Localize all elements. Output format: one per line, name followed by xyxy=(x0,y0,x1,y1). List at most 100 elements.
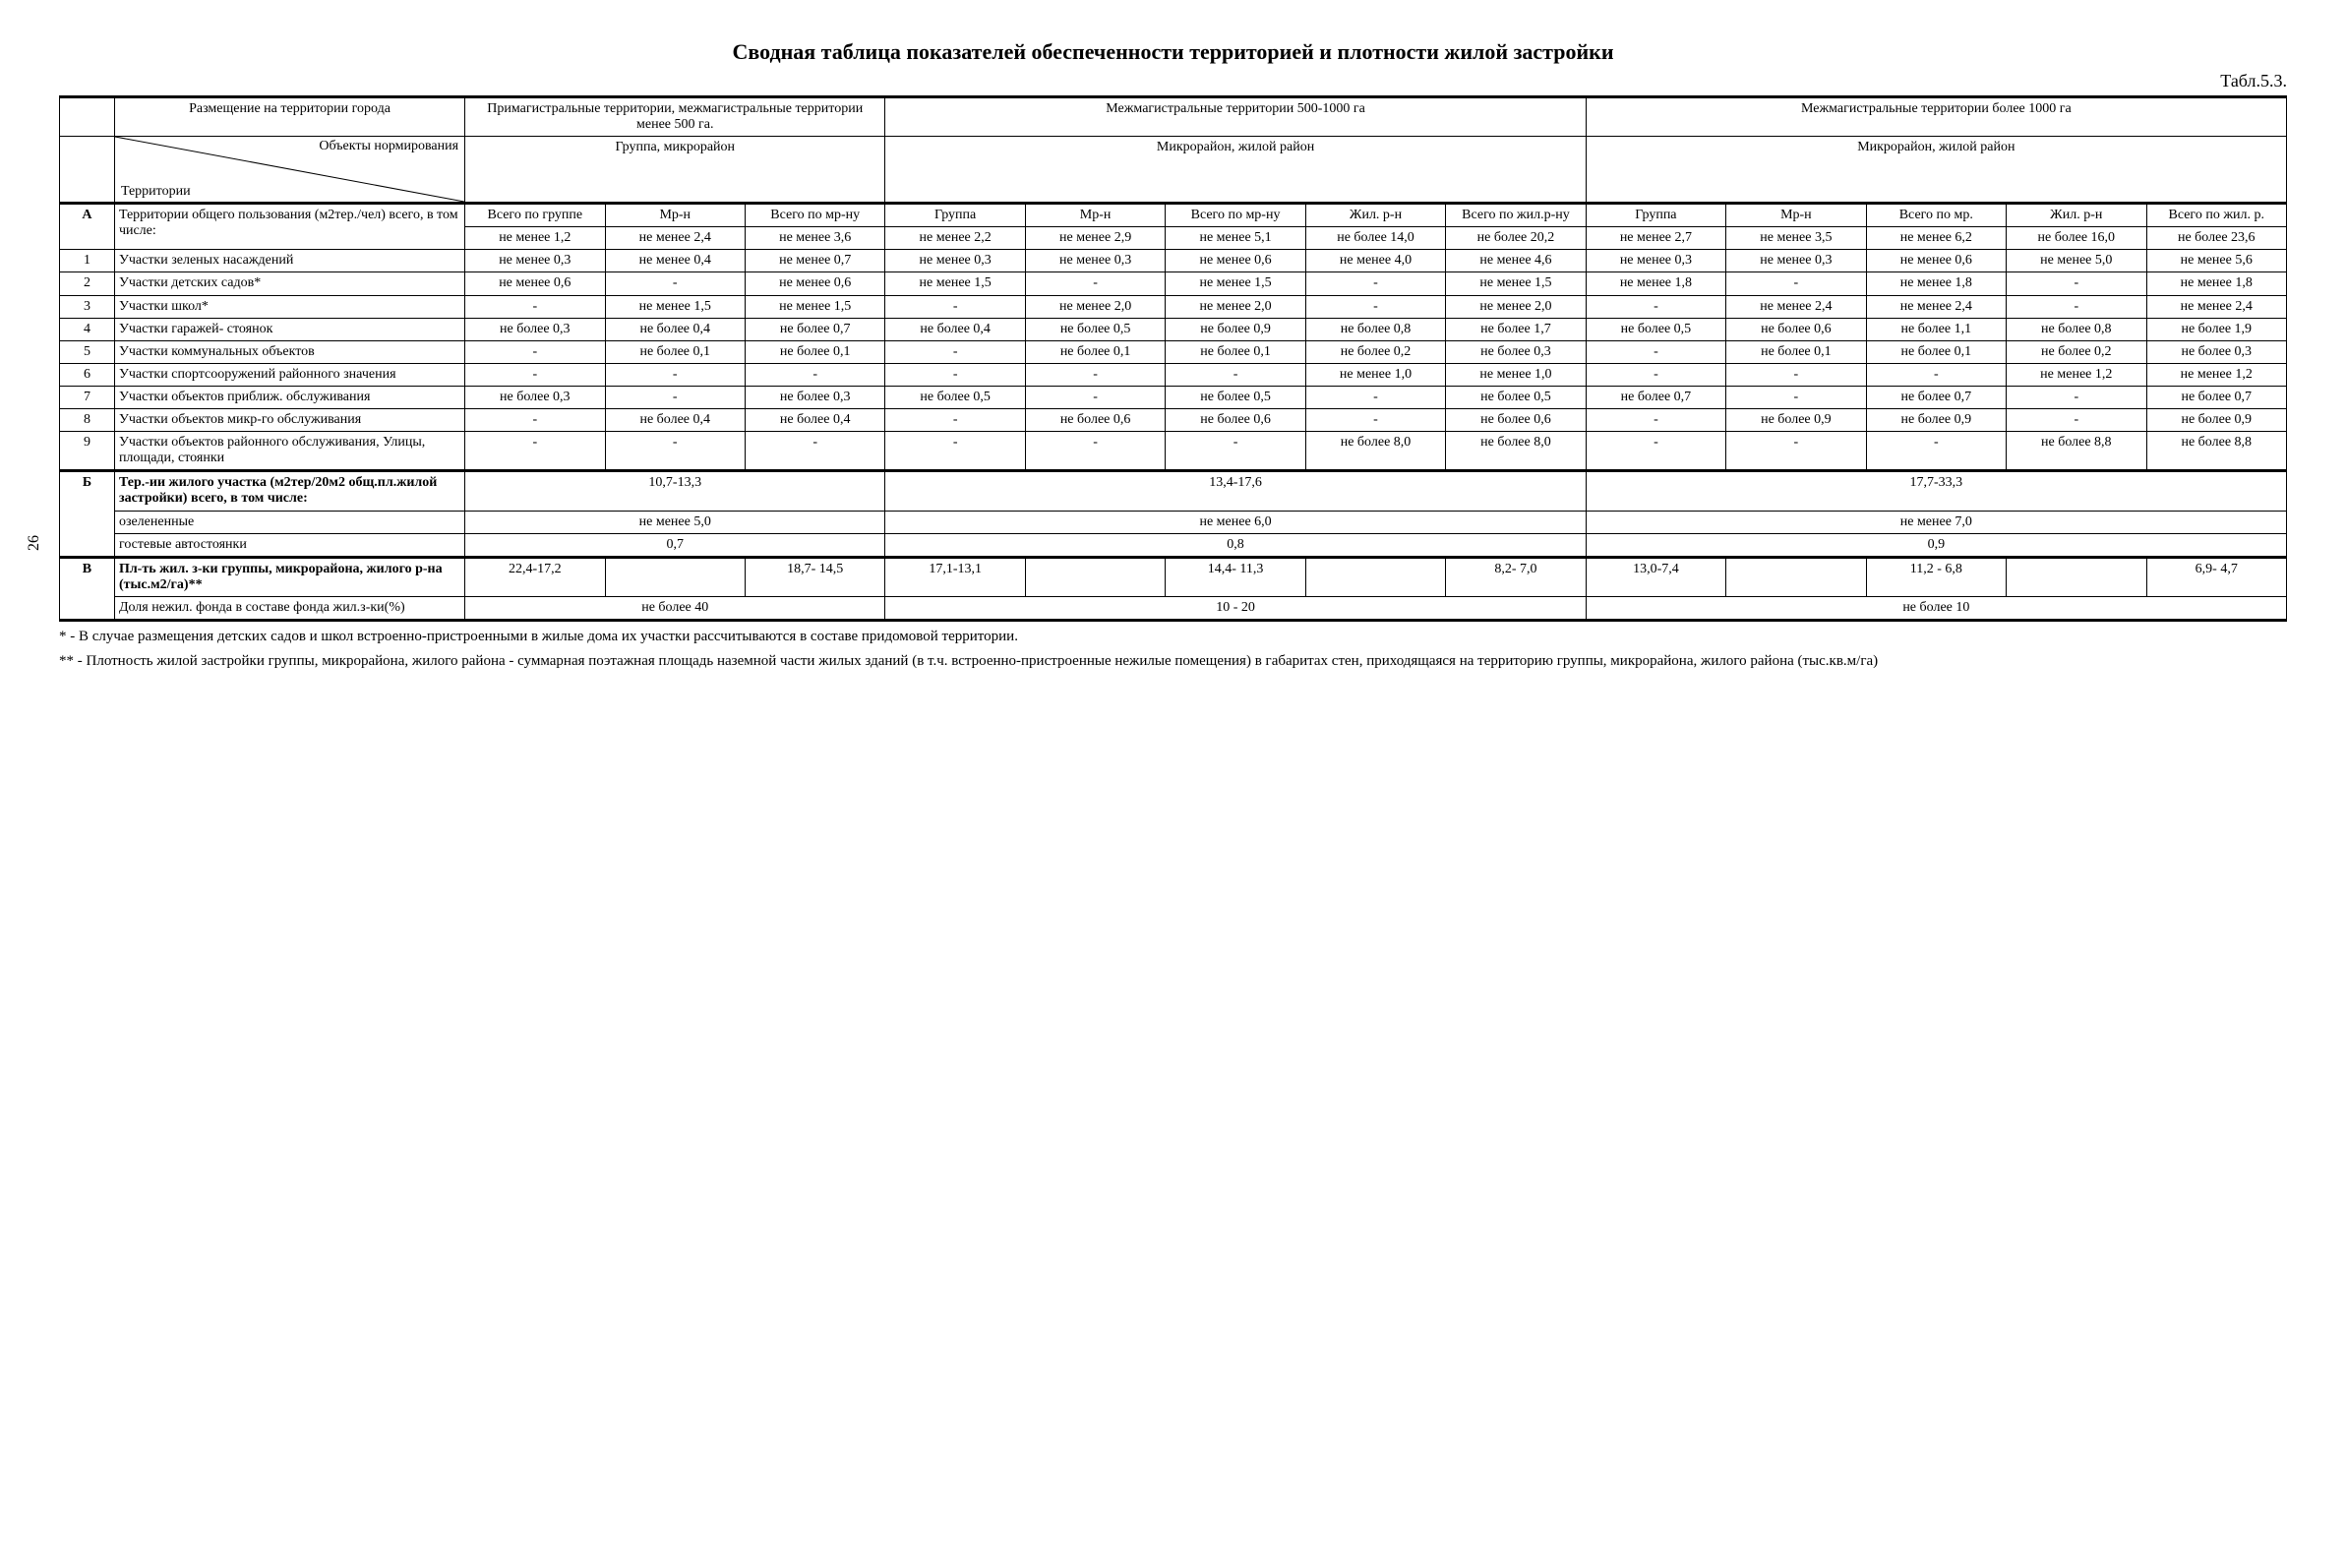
row-idx: 5 xyxy=(60,340,115,363)
col-h: Всего по жил.р-ну xyxy=(1446,204,1586,227)
header-sub3: Микрорайон, жилой район xyxy=(1586,137,2286,204)
cell: не более 0,3 xyxy=(1446,340,1586,363)
cell: не менее 2,4 xyxy=(2146,295,2287,318)
cell: 8,2- 7,0 xyxy=(1446,557,1586,596)
cell: не менее 1,5 xyxy=(1446,272,1586,295)
row-b-idx: Б xyxy=(60,471,115,557)
cell: не менее 1,8 xyxy=(1866,272,2006,295)
cell: - xyxy=(745,432,884,471)
table-number: Табл.5.3. xyxy=(59,71,2287,91)
cell xyxy=(605,557,745,596)
col-h: Всего по мр. xyxy=(1866,204,2006,227)
cell: 18,7- 14,5 xyxy=(745,557,884,596)
cell: не менее 2,0 xyxy=(1446,295,1586,318)
cell: не более 0,3 xyxy=(2146,340,2287,363)
cell: не более 0,9 xyxy=(1166,318,1305,340)
cell: не более 0,4 xyxy=(605,409,745,432)
cell: не менее 2,2 xyxy=(885,227,1025,250)
cell: не более 0,2 xyxy=(2007,340,2146,363)
col-h: Всего по группе xyxy=(465,204,605,227)
cell: не более 0,1 xyxy=(605,340,745,363)
cell: - xyxy=(2007,295,2146,318)
cell: не менее 1,5 xyxy=(1166,272,1305,295)
row-idx: 4 xyxy=(60,318,115,340)
cell: - xyxy=(1866,432,2006,471)
cell: - xyxy=(1586,409,1725,432)
row-a-label: Территории общего пользования (м2тер./че… xyxy=(114,204,464,250)
cell: - xyxy=(1726,272,1866,295)
cell: - xyxy=(1025,363,1165,386)
cell: не более 16,0 xyxy=(2007,227,2146,250)
row-label: Участки коммунальных объектов xyxy=(114,340,464,363)
cell: не более 0,7 xyxy=(1866,386,2006,408)
footnote-2: ** - Плотность жилой застройки группы, м… xyxy=(59,652,2287,671)
blank-cell xyxy=(60,137,115,204)
row-b-guest-label: гостевые автостоянки xyxy=(114,533,464,557)
header-diagonal: Объекты нормирования Территории xyxy=(114,137,464,204)
col-h: Мр-н xyxy=(605,204,745,227)
cell: не менее 2,4 xyxy=(605,227,745,250)
cell: не менее 3,6 xyxy=(745,227,884,250)
cell: не более 8,8 xyxy=(2146,432,2287,471)
cell: не более 0,5 xyxy=(885,386,1025,408)
cell: не менее 5,0 xyxy=(465,511,885,533)
cell: 14,4- 11,3 xyxy=(1166,557,1305,596)
cell: не более 0,1 xyxy=(745,340,884,363)
header-zone1: Примагистральные территории, межмагистра… xyxy=(465,97,885,137)
cell: не менее 6,2 xyxy=(1866,227,2006,250)
cell: не более 8,8 xyxy=(2007,432,2146,471)
cell: не более 1,9 xyxy=(2146,318,2287,340)
cell: не более 0,9 xyxy=(1726,409,1866,432)
row-idx: 1 xyxy=(60,250,115,272)
cell: - xyxy=(1866,363,2006,386)
cell: не менее 1,2 xyxy=(2007,363,2146,386)
cell: - xyxy=(2007,409,2146,432)
header-sub1: Группа, микрорайон xyxy=(465,137,885,204)
cell: 6,9- 4,7 xyxy=(2146,557,2287,596)
header-zone2: Межмагистральные территории 500-1000 га xyxy=(885,97,1586,137)
col-h: Мр-н xyxy=(1726,204,1866,227)
cell: не менее 0,4 xyxy=(605,250,745,272)
cell: - xyxy=(465,363,605,386)
row-b-label: Тер.-ии жилого участка (м2тер/20м2 общ.п… xyxy=(114,471,464,511)
row-idx: 7 xyxy=(60,386,115,408)
row-label: Участки объектов микр-го обслуживания xyxy=(114,409,464,432)
cell: - xyxy=(885,295,1025,318)
cell: не менее 1,8 xyxy=(1586,272,1725,295)
cell: - xyxy=(465,295,605,318)
cell: не более 0,6 xyxy=(1726,318,1866,340)
col-h: Жил. р-н xyxy=(2007,204,2146,227)
cell: - xyxy=(885,409,1025,432)
row-v-share-label: Доля нежил. фонда в составе фонда жил.з-… xyxy=(114,596,464,620)
cell: не более 0,3 xyxy=(465,318,605,340)
cell: - xyxy=(1025,386,1165,408)
row-b-green-label: озелененные xyxy=(114,511,464,533)
cell: не менее 0,3 xyxy=(1726,250,1866,272)
cell: не более 0,9 xyxy=(1866,409,2006,432)
cell: - xyxy=(2007,386,2146,408)
cell: не более 0,5 xyxy=(1586,318,1725,340)
cell: 10,7-13,3 xyxy=(465,471,885,511)
cell xyxy=(2007,557,2146,596)
cell: не более 0,5 xyxy=(1166,386,1305,408)
cell: не более 1,7 xyxy=(1446,318,1586,340)
cell: не менее 4,0 xyxy=(1305,250,1445,272)
cell: не более 0,9 xyxy=(2146,409,2287,432)
cell: 13,4-17,6 xyxy=(885,471,1586,511)
row-v-idx: В xyxy=(60,557,115,620)
row-idx: 3 xyxy=(60,295,115,318)
cell: не менее 0,6 xyxy=(1866,250,2006,272)
cell: не менее 1,5 xyxy=(605,295,745,318)
cell: - xyxy=(1305,295,1445,318)
cell: не менее 3,5 xyxy=(1726,227,1866,250)
header-sub2: Микрорайон, жилой район xyxy=(885,137,1586,204)
cell: - xyxy=(1586,363,1725,386)
cell: не менее 2,0 xyxy=(1025,295,1165,318)
cell: не менее 0,3 xyxy=(885,250,1025,272)
cell: не более 0,7 xyxy=(1586,386,1725,408)
cell: не менее 1,2 xyxy=(465,227,605,250)
cell: не более 14,0 xyxy=(1305,227,1445,250)
cell: не более 0,8 xyxy=(1305,318,1445,340)
col-h: Группа xyxy=(1586,204,1725,227)
cell: - xyxy=(1586,295,1725,318)
